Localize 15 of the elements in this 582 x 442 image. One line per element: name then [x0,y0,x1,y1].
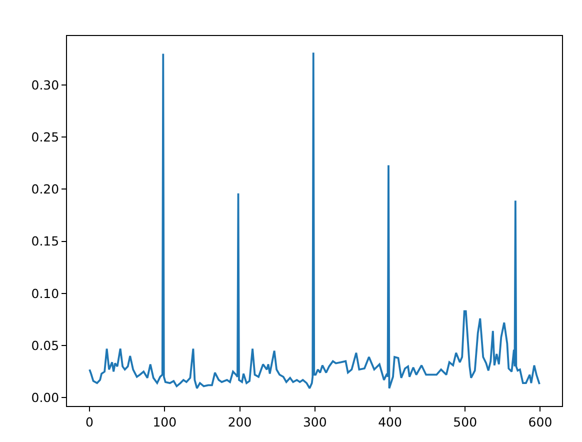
x-tick-label: 500 [453,414,478,430]
x-tick-label: 600 [528,414,552,430]
y-tick-label: 0.10 [31,286,60,301]
x-tick-label: 300 [302,414,327,430]
y-tick-label: 0.20 [31,182,60,197]
y-tick-label: 0.05 [31,338,60,353]
line-series [88,52,540,390]
x-tick-label: 0 [86,414,94,430]
y-tick-label: 0.00 [31,390,60,406]
y-tick-label: 0.15 [31,234,60,249]
y-tick-label: 0.25 [31,129,60,144]
x-tick-label: 100 [152,414,177,430]
x-tick-label: 400 [378,414,402,430]
y-tick-label: 0.30 [31,77,60,92]
x-tick-label: 200 [228,414,252,430]
